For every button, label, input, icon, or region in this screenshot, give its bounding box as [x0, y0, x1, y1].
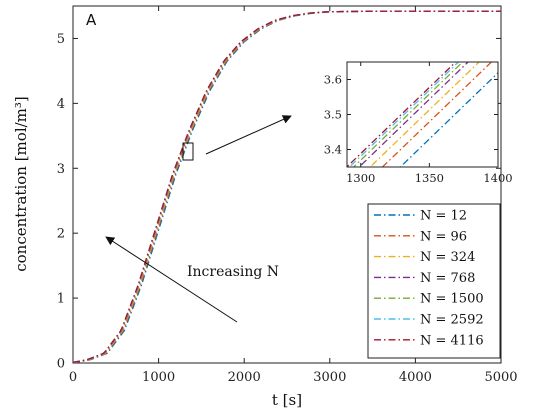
x-tick-label: 1000 [142, 370, 175, 385]
y-tick-label: 5 [57, 32, 65, 47]
legend-box [367, 203, 501, 359]
main-series-group [73, 10, 501, 363]
inset-x-tick-label: 1350 [415, 171, 444, 185]
legend-label: N = 12 [420, 209, 467, 224]
main-axis-ticks: 0 1000 2000 3000 4000 5000 0 1 2 3 4 5 [57, 6, 518, 385]
legend-items: N = 12 N = 96 N = 324 N = 768 N = 1500 N = 25… [374, 209, 484, 348]
inset-axis-ticks: 1300 1350 1400 3.4 3.5 3.6 [324, 62, 513, 185]
y-tick-label: 3 [57, 162, 65, 177]
inset-x-tick-label: 1400 [483, 171, 512, 185]
x-tick-label: 0 [69, 370, 77, 385]
legend-label: N = 768 [420, 271, 475, 286]
x-tick-label: 5000 [484, 370, 517, 385]
x-tick-label: 2000 [228, 370, 261, 385]
legend-label: N = 4116 [420, 333, 484, 348]
inset-series-line [399, 71, 498, 167]
zoom-region-box [182, 142, 194, 161]
y-tick-label: 1 [57, 292, 65, 307]
x-tick-label: 4000 [399, 370, 432, 385]
inset-y-tick-label: 3.6 [324, 73, 342, 87]
y-tick-label: 0 [57, 357, 65, 372]
inset-series-line [348, 62, 460, 167]
zoom-pointer-arrow [205, 115, 292, 155]
legend-label: N = 96 [420, 229, 467, 244]
inset-y-tick-label: 3.4 [324, 143, 342, 157]
series-line [73, 10, 501, 363]
legend-label: N = 2592 [420, 313, 484, 328]
y-tick-label: 4 [57, 97, 65, 112]
legend-label: N = 1500 [420, 292, 484, 307]
inset-background [347, 62, 498, 167]
panel-label: A [86, 11, 97, 29]
x-axis-title: t [s] [272, 391, 302, 409]
legend-label: N = 324 [420, 250, 475, 265]
x-tick-label: 3000 [313, 370, 346, 385]
y-tick-label: 2 [57, 227, 65, 242]
increasing-n-arrow [105, 236, 238, 323]
inset-x-tick-label: 1300 [346, 171, 375, 185]
increasing-n-annotation: Increasing N [187, 264, 279, 280]
y-axis-title: concentration [mol/m³] [12, 96, 30, 272]
inset-series-line [347, 62, 457, 167]
inset-y-tick-label: 3.5 [324, 108, 342, 122]
plot-area-frame [72, 5, 502, 364]
